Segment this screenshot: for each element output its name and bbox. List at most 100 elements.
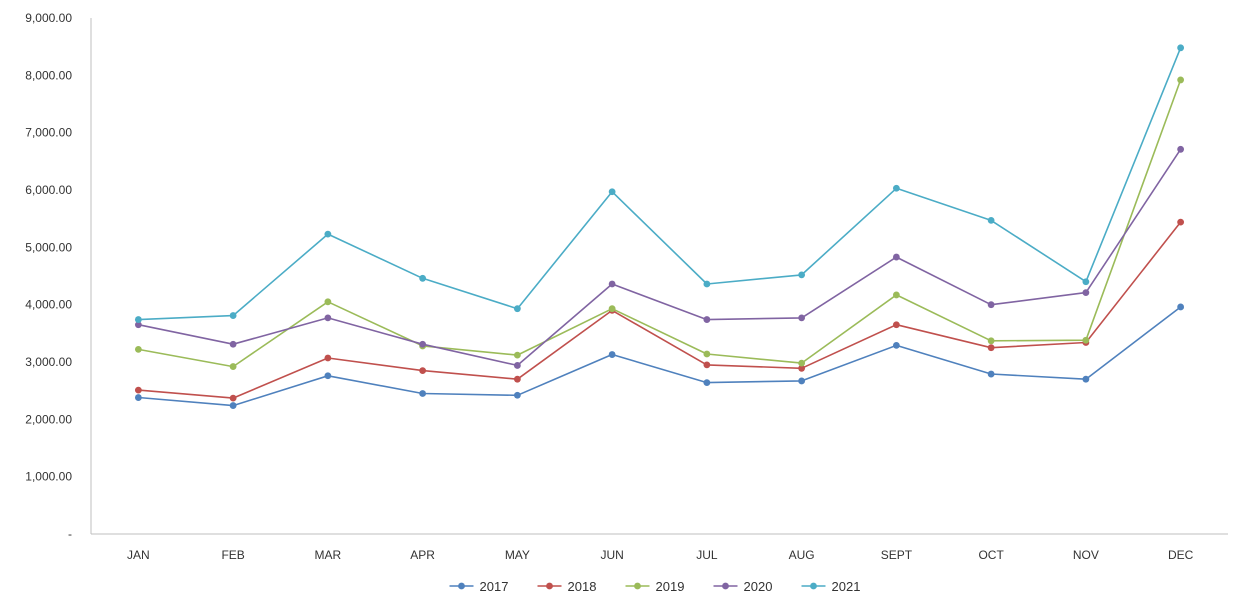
data-point [703, 361, 711, 369]
legend-marker [546, 582, 553, 590]
data-point [892, 321, 900, 329]
data-point [892, 291, 900, 299]
series-line-2018 [138, 221, 1182, 399]
data-point [1177, 44, 1185, 52]
data-point [703, 350, 711, 358]
data-point [798, 314, 806, 322]
data-point [1177, 218, 1185, 226]
legend-label: 2017 [480, 579, 509, 594]
y-tick-label: 5,000.00 [25, 240, 72, 254]
series-2019 [134, 76, 1185, 370]
data-point [608, 351, 616, 358]
data-point [324, 354, 332, 362]
legend: 2017 2018 2019 2020 2021 [449, 579, 861, 594]
data-point [419, 340, 427, 348]
legend-marker [634, 582, 641, 590]
data-point [987, 370, 995, 378]
data-point [1082, 278, 1090, 286]
y-tick-label: 2,000.00 [25, 412, 72, 426]
x-tick-label: APR [410, 548, 435, 562]
data-point [608, 305, 616, 313]
series-line-2020 [138, 148, 1182, 367]
y-tick-label: 1,000.00 [25, 470, 72, 484]
series-line-2019 [138, 79, 1182, 368]
x-tick-label: JUN [600, 548, 623, 562]
data-point [1082, 289, 1090, 297]
y-tick-label: 3,000.00 [25, 355, 72, 369]
legend-label: 2018 [568, 579, 597, 594]
y-tick-label: 7,000.00 [25, 126, 72, 140]
x-tick-label: DEC [1168, 548, 1194, 562]
legend-marker [722, 582, 729, 590]
legend-item-2020: 2020 [713, 579, 773, 594]
data-point [703, 280, 711, 288]
x-tick-label: SEPT [881, 548, 913, 562]
series-2020 [134, 145, 1185, 369]
y-tick-label: 9,000.00 [25, 11, 72, 25]
data-point [324, 314, 332, 322]
series-2018 [134, 218, 1185, 402]
data-point [798, 377, 806, 385]
x-tick-label: OCT [978, 548, 1004, 562]
axes [90, 18, 1228, 535]
data-point [419, 390, 427, 397]
x-tick-label: MAR [315, 548, 342, 562]
data-point [1082, 375, 1090, 383]
data-point [419, 367, 427, 374]
data-point [703, 316, 711, 323]
x-tick-label: AUG [789, 548, 815, 562]
data-point [229, 394, 237, 402]
legend-item-2017: 2017 [449, 579, 509, 594]
legend-item-2019: 2019 [625, 579, 685, 594]
series-2021 [134, 44, 1185, 323]
y-tick-label: 4,000.00 [25, 298, 72, 312]
data-point [229, 340, 237, 348]
data-point [798, 359, 806, 367]
legend-marker [810, 582, 817, 590]
data-point [892, 184, 900, 192]
x-tick-label: FEB [221, 548, 244, 562]
data-point [513, 351, 521, 359]
y-tick-label: 8,000.00 [25, 68, 72, 82]
y-axis-ticks: - 1,000.00 2,000.00 3,000.00 4,000.00 5,000.0… [25, 11, 72, 541]
data-point [513, 375, 521, 383]
data-point [229, 363, 237, 370]
data-point [987, 337, 995, 345]
data-point [608, 188, 616, 196]
legend-label: 2019 [656, 579, 685, 594]
data-point [513, 305, 521, 313]
data-point [134, 345, 142, 353]
legend-label: 2021 [832, 579, 861, 594]
data-point [324, 372, 332, 380]
x-tick-label: MAY [505, 548, 530, 562]
x-tick-label: NOV [1073, 548, 1099, 562]
data-point [892, 253, 900, 261]
data-point [229, 312, 237, 319]
legend-label: 2020 [744, 579, 773, 594]
data-point [892, 341, 900, 349]
data-point [798, 271, 806, 279]
x-tick-label: JUL [696, 548, 718, 562]
data-point [987, 301, 995, 309]
x-tick-label: JAN [127, 548, 150, 562]
x-axis-ticks: JAN FEB MAR APR MAY JUN JUL AUG SEPT OCT NOV DEC [127, 548, 1194, 562]
data-point [987, 344, 995, 352]
data-point [608, 280, 616, 288]
data-point [134, 386, 142, 394]
legend-item-2021: 2021 [801, 579, 861, 594]
y-tick-label: - [68, 527, 72, 541]
data-point [798, 364, 806, 372]
data-point [987, 216, 995, 224]
data-point [229, 402, 237, 409]
legend-marker [458, 582, 465, 590]
data-point [134, 394, 142, 401]
series-2017 [134, 303, 1185, 409]
data-point [513, 362, 521, 369]
legend-item-2018: 2018 [537, 579, 597, 594]
data-point [324, 230, 332, 238]
data-point [134, 316, 142, 323]
data-point [1177, 303, 1185, 311]
series-line-2017 [138, 306, 1182, 407]
data-point [1082, 336, 1090, 344]
